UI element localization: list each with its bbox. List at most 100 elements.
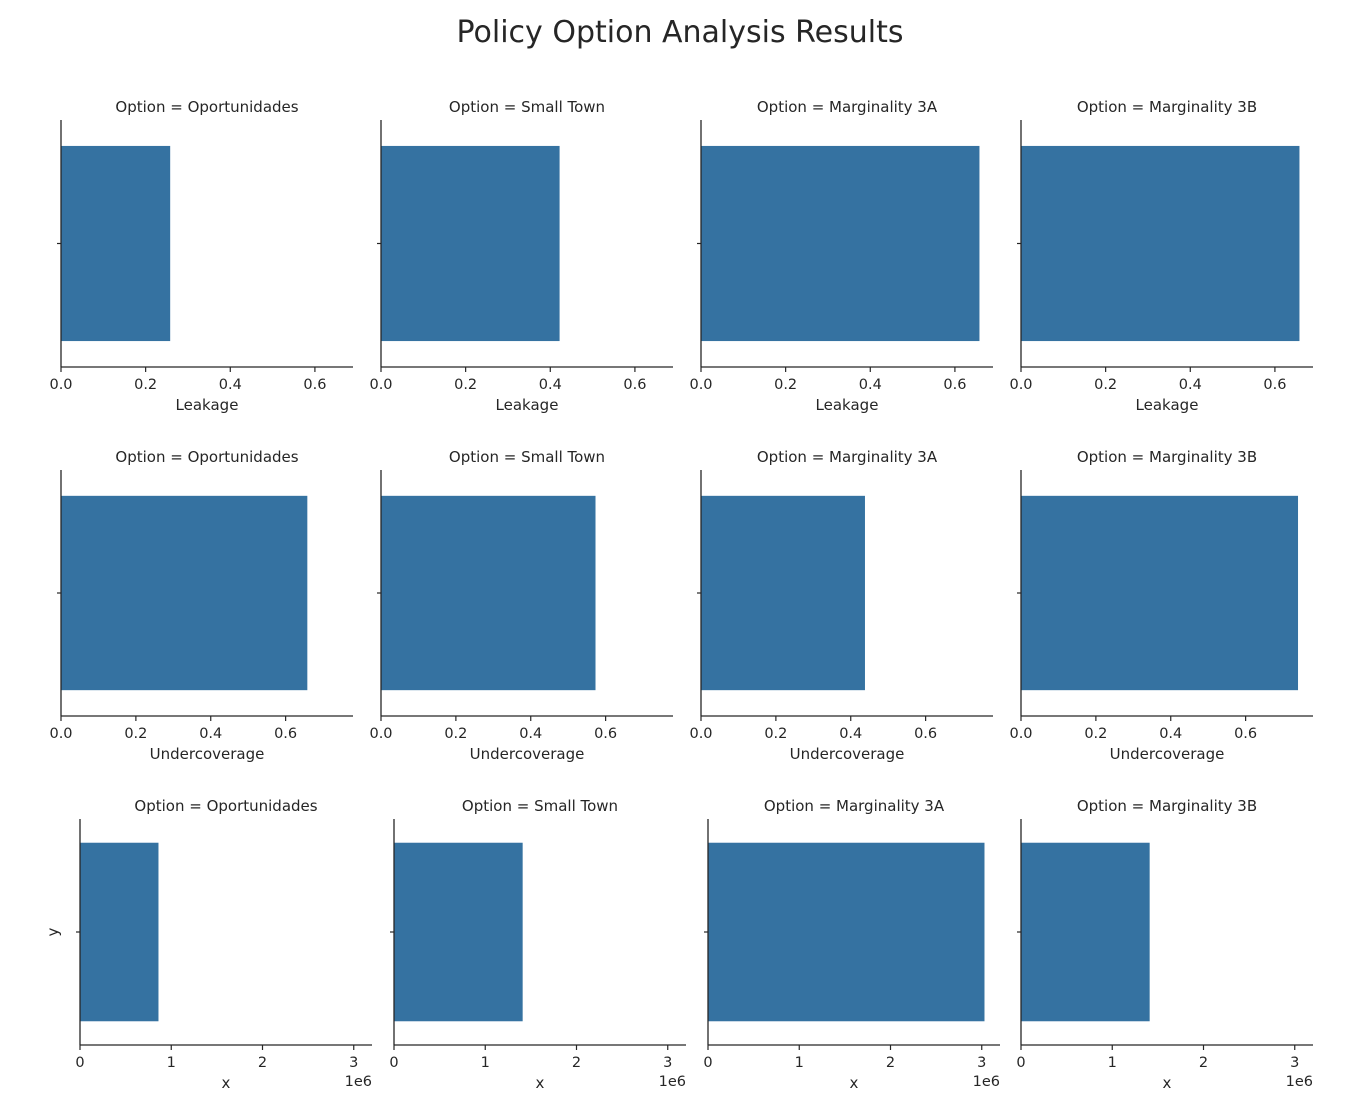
bar <box>1021 842 1150 1022</box>
x-tick-label: 0.6 <box>1263 377 1286 393</box>
facet-panel: Option = Marginality 3B 0.0 0.2 0.4 0.6 Under… <box>1009 448 1313 763</box>
x-tick-label: 0.6 <box>303 377 326 393</box>
x-tick-label: 0.4 <box>199 726 222 742</box>
x-axis-label: Undercoverage <box>470 745 585 763</box>
x-tick-label: 0.6 <box>594 726 617 742</box>
x-tick-label: 0.0 <box>1009 377 1032 393</box>
x-tick-label: 1 <box>795 1055 804 1071</box>
panel-title: Option = Oportunidades <box>134 797 317 815</box>
facet-panel: Option = Marginality 3B 0.0 0.2 0.4 0.6 Leaka… <box>1009 98 1313 414</box>
x-tick-label: 3 <box>977 1055 986 1071</box>
panel-title: Option = Marginality 3B <box>1077 448 1257 466</box>
x-tick-label: 0.4 <box>219 377 242 393</box>
x-tick-label: 2 <box>258 1055 267 1071</box>
x-axis-label: Undercoverage <box>150 745 265 763</box>
x-tick-label: 0.4 <box>539 377 562 393</box>
x-offset-label: 1e6 <box>345 1074 372 1090</box>
x-offset-label: 1e6 <box>659 1074 686 1090</box>
facet-panel: Option = Small Town 0.0 0.2 0.4 0.6 Undercove… <box>369 448 673 763</box>
bar <box>1021 145 1300 342</box>
x-axis-label: Undercoverage <box>790 745 905 763</box>
bar <box>381 495 596 691</box>
x-tick-label: 0.0 <box>369 726 392 742</box>
x-tick-label: 0.0 <box>369 377 392 393</box>
x-tick-label: 0.2 <box>124 726 147 742</box>
bar <box>1021 495 1299 691</box>
x-offset-label: 1e6 <box>973 1074 1000 1090</box>
facet-panel: Option = Marginality 3A 0.0 0.2 0.4 0.6 Leaka… <box>689 98 993 414</box>
facet-panel: Option = Small Town 0 1 2 3 x 1e6 <box>389 797 686 1092</box>
panel-title: Option = Marginality 3A <box>757 448 938 466</box>
x-tick-label: 0.2 <box>444 726 467 742</box>
facet-panel: Option = Marginality 3A 0.0 0.2 0.4 0.6 Under… <box>689 448 993 763</box>
x-axis-label: x <box>222 1074 231 1092</box>
x-tick-label: 0 <box>1016 1055 1025 1071</box>
x-tick-label: 0.0 <box>49 726 72 742</box>
x-tick-label: 0.2 <box>774 377 797 393</box>
x-axis-label: Undercoverage <box>1110 745 1225 763</box>
x-tick-label: 0.6 <box>1234 726 1257 742</box>
facet-panel: Option = Oportunidades 0.0 0.2 0.4 0.6 Leakag… <box>49 98 353 414</box>
x-tick-label: 0.4 <box>859 377 882 393</box>
x-tick-label: 3 <box>349 1055 358 1071</box>
facet-panel: Option = Marginality 3A 0 1 2 3 x 1e6 <box>703 797 1000 1092</box>
x-tick-label: 0.6 <box>914 726 937 742</box>
x-axis-label: Leakage <box>496 396 559 414</box>
x-axis-label: Leakage <box>176 396 239 414</box>
bar <box>80 842 159 1022</box>
x-axis-label: Leakage <box>816 396 879 414</box>
panel-title: Option = Oportunidades <box>115 98 298 116</box>
facet-panel: Option = Small Town 0.0 0.2 0.4 0.6 Leakage <box>369 98 673 414</box>
bar <box>701 145 980 342</box>
x-tick-label: 2 <box>572 1055 581 1071</box>
bar <box>381 145 560 342</box>
x-tick-label: 0.0 <box>49 377 72 393</box>
x-tick-label: 3 <box>663 1055 672 1071</box>
x-tick-label: 0.2 <box>134 377 157 393</box>
bar <box>394 842 523 1022</box>
facet-panel: Option = Oportunidades 0 1 2 3 x 1e6 y <box>44 797 372 1092</box>
x-axis-label: Leakage <box>1136 396 1199 414</box>
x-tick-label: 2 <box>1199 1055 1208 1071</box>
x-tick-label: 0.4 <box>1159 726 1182 742</box>
x-tick-label: 0.2 <box>764 726 787 742</box>
facet-panel: Option = Oportunidades 0.0 0.2 0.4 0.6 Underc… <box>49 448 353 763</box>
x-tick-label: 0.2 <box>454 377 477 393</box>
bar <box>61 495 308 691</box>
x-tick-label: 0.6 <box>623 377 646 393</box>
panel-title: Option = Marginality 3A <box>764 797 945 815</box>
x-tick-label: 1 <box>1108 1055 1117 1071</box>
x-tick-label: 3 <box>1290 1055 1299 1071</box>
x-tick-label: 1 <box>167 1055 176 1071</box>
x-tick-label: 0.4 <box>519 726 542 742</box>
x-tick-label: 0 <box>75 1055 84 1071</box>
bar <box>61 145 171 342</box>
panel-title: Option = Small Town <box>449 98 605 116</box>
facet-grid: Option = Oportunidades 0.0 0.2 0.4 0.6 Leakag… <box>44 98 1313 1092</box>
x-tick-label: 0.2 <box>1084 726 1107 742</box>
facet-panel: Option = Marginality 3B 0 1 2 3 x 1e6 <box>1016 797 1313 1092</box>
x-tick-label: 0.2 <box>1094 377 1117 393</box>
x-tick-label: 0.0 <box>689 726 712 742</box>
x-tick-label: 1 <box>481 1055 490 1071</box>
x-tick-label: 0 <box>703 1055 712 1071</box>
x-offset-label: 1e6 <box>1286 1074 1313 1090</box>
x-axis-label: x <box>850 1074 859 1092</box>
bar <box>701 495 865 691</box>
x-tick-label: 0.4 <box>1179 377 1202 393</box>
x-tick-label: 0.4 <box>839 726 862 742</box>
panel-title: Option = Small Town <box>449 448 605 466</box>
y-axis-label: y <box>44 927 62 936</box>
figure-title: Policy Option Analysis Results <box>457 15 904 50</box>
x-tick-label: 0.0 <box>689 377 712 393</box>
panel-title: Option = Marginality 3B <box>1077 98 1257 116</box>
x-tick-label: 2 <box>886 1055 895 1071</box>
x-tick-label: 0.6 <box>943 377 966 393</box>
bar <box>708 842 985 1022</box>
x-tick-label: 0.6 <box>274 726 297 742</box>
panel-title: Option = Oportunidades <box>115 448 298 466</box>
x-axis-label: x <box>1163 1074 1172 1092</box>
x-tick-label: 0 <box>389 1055 398 1071</box>
panel-title: Option = Marginality 3B <box>1077 797 1257 815</box>
panel-title: Option = Small Town <box>462 797 618 815</box>
